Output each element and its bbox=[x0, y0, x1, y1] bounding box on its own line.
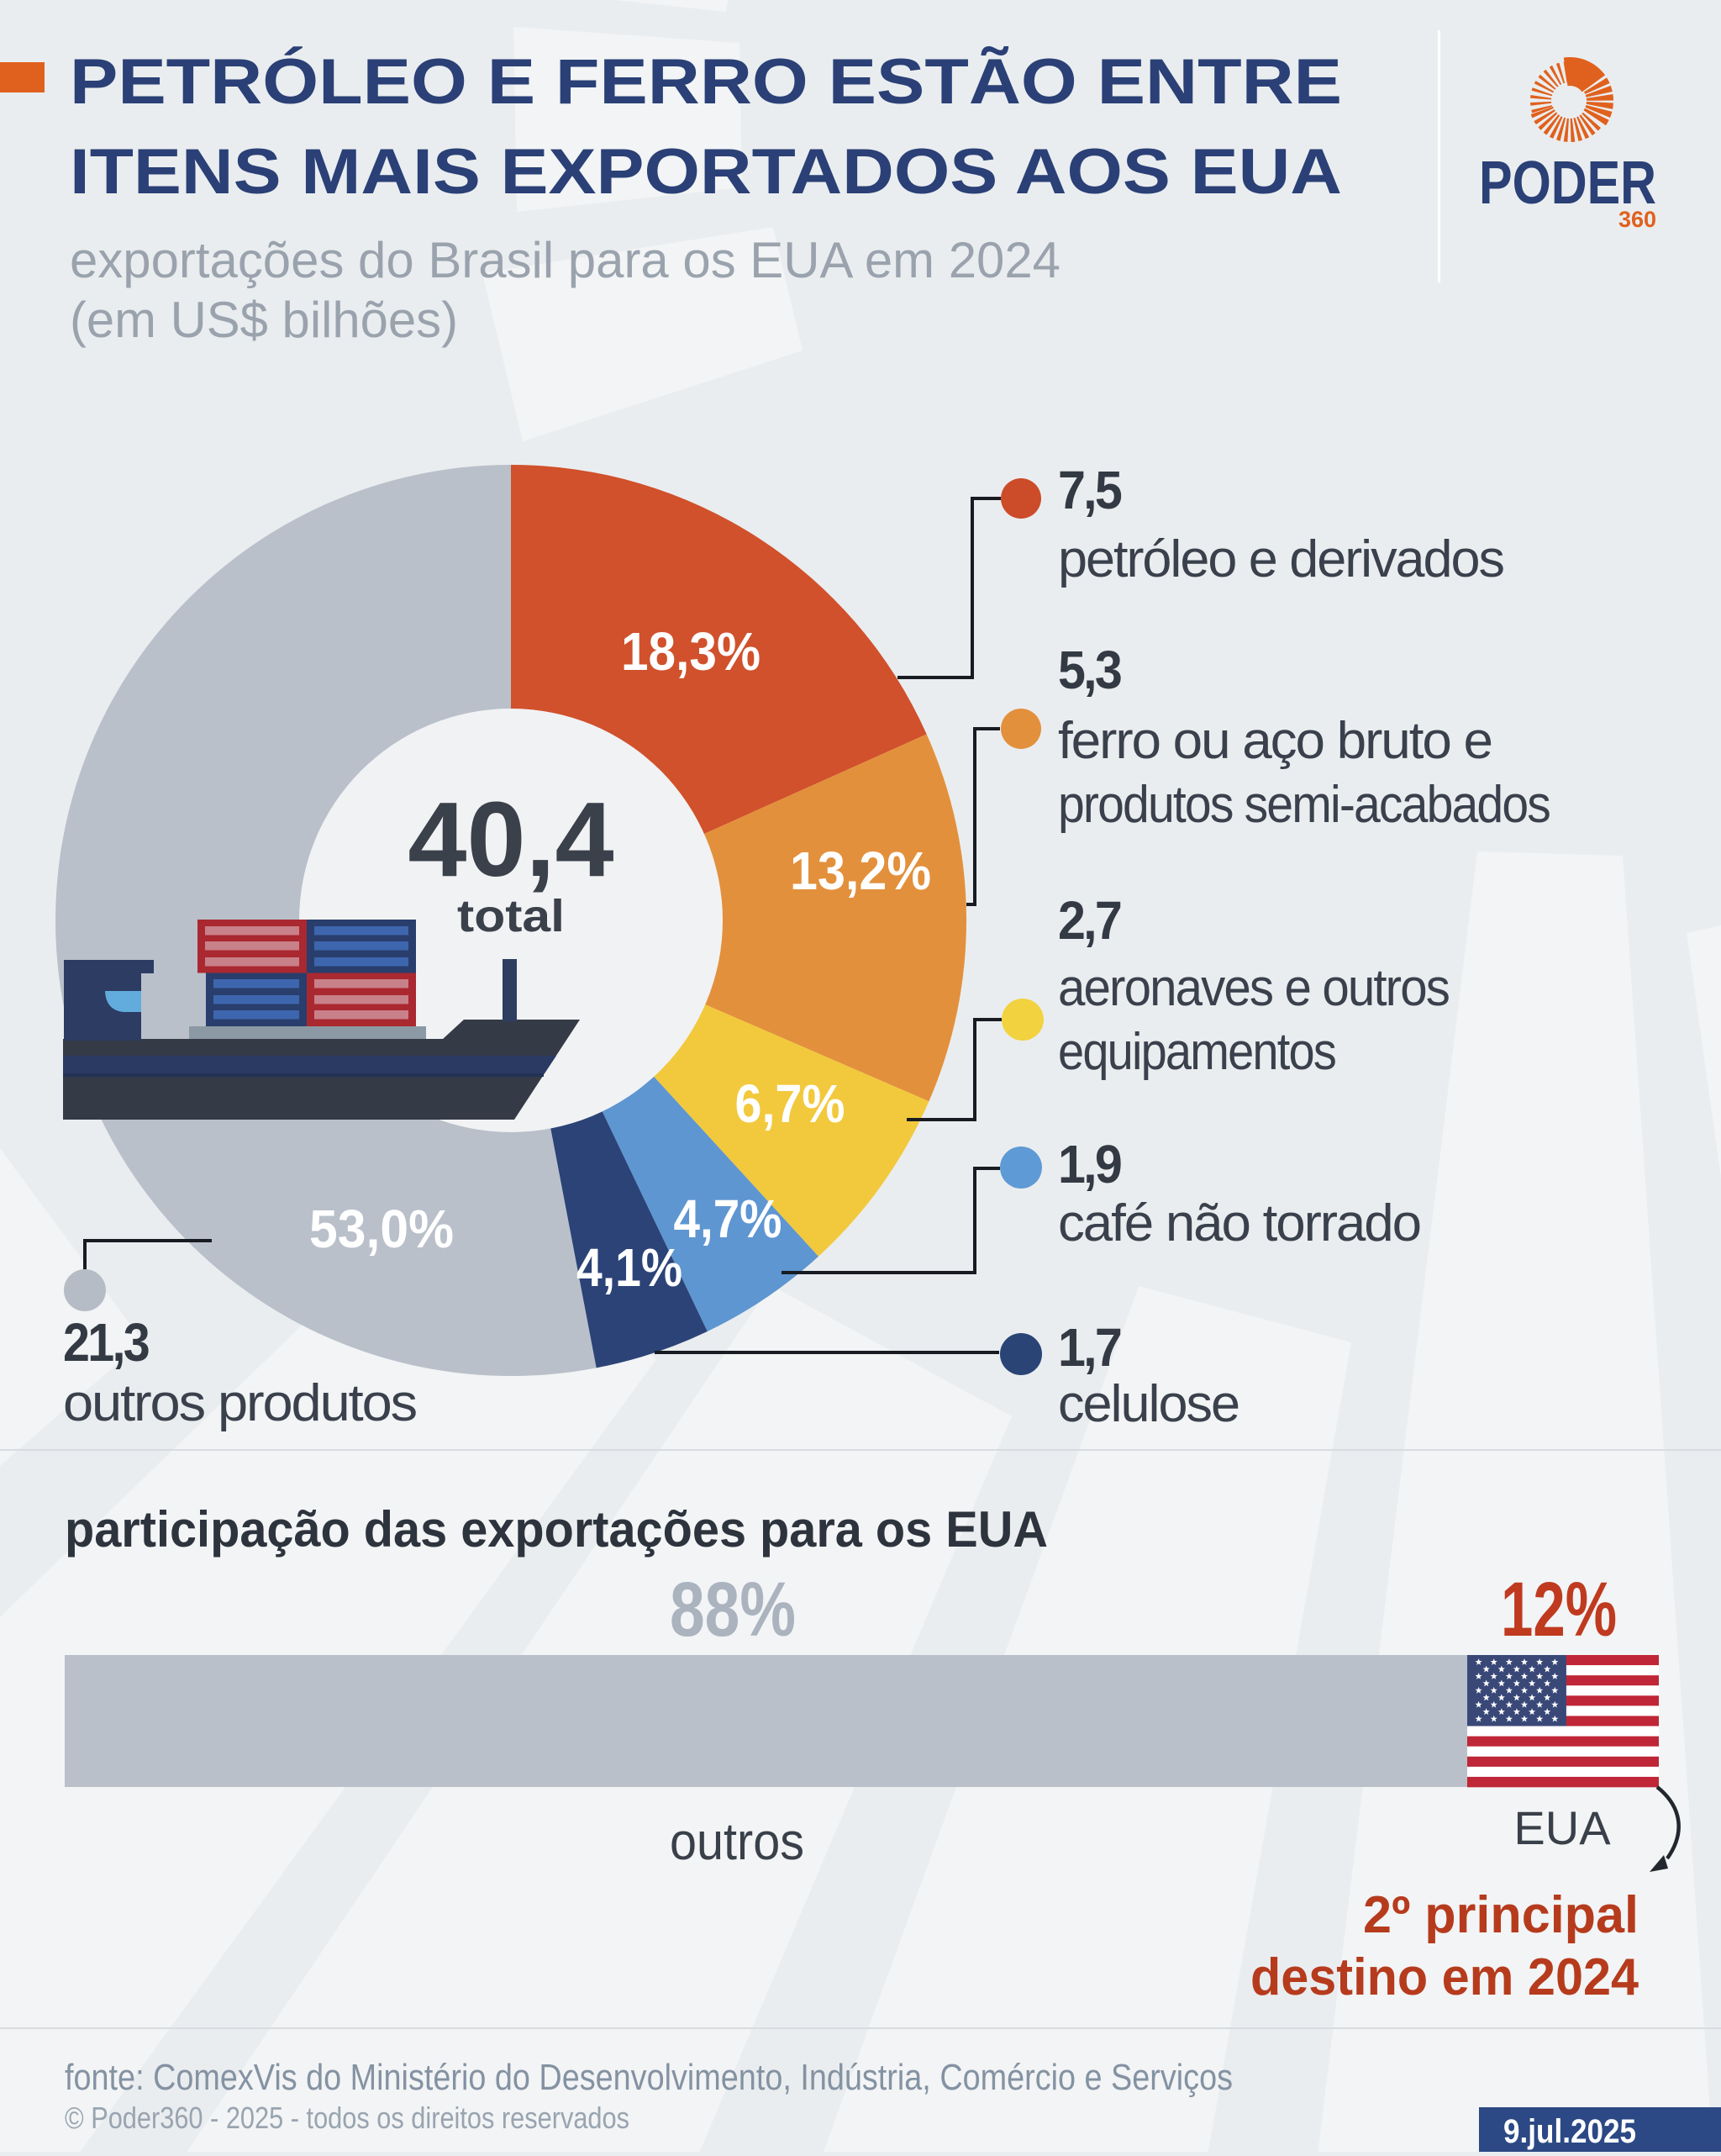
svg-text:café não torrado: café não torrado bbox=[1058, 1194, 1420, 1252]
svg-text:outros produtos: outros produtos bbox=[63, 1374, 416, 1432]
svg-text:9.jul.2025: 9.jul.2025 bbox=[1503, 2113, 1636, 2150]
svg-text:1,7: 1,7 bbox=[1058, 1317, 1120, 1378]
svg-text:4,1%: 4,1% bbox=[576, 1237, 682, 1298]
svg-text:total: total bbox=[457, 891, 565, 941]
svg-text:fonte: ComexVis do Ministério: fonte: ComexVis do Ministério do Desenvo… bbox=[65, 2057, 1233, 2098]
svg-text:12%: 12% bbox=[1501, 1567, 1617, 1653]
svg-text:celulose: celulose bbox=[1058, 1375, 1239, 1433]
svg-text:360: 360 bbox=[1618, 207, 1656, 232]
svg-text:1,9: 1,9 bbox=[1058, 1134, 1121, 1194]
svg-text:18,3%: 18,3% bbox=[621, 621, 761, 682]
svg-text:outros: outros bbox=[670, 1813, 804, 1871]
svg-text:13,2%: 13,2% bbox=[790, 841, 931, 901]
svg-text:participação das exportações p: participação das exportações para os EUA bbox=[65, 1501, 1048, 1558]
svg-text:EUA: EUA bbox=[1513, 1801, 1611, 1854]
svg-text:equipamentos: equipamentos bbox=[1058, 1023, 1335, 1081]
svg-text:petróleo e derivados: petróleo e derivados bbox=[1058, 530, 1503, 588]
svg-text:5,3: 5,3 bbox=[1058, 640, 1121, 700]
svg-text:2,7: 2,7 bbox=[1058, 890, 1120, 951]
svg-text:destino em 2024: destino em 2024 bbox=[1250, 1948, 1639, 2006]
svg-text:PETRÓLEO E FERRO ESTÃO ENTRE: PETRÓLEO E FERRO ESTÃO ENTRE bbox=[70, 46, 1342, 118]
svg-text:4,7%: 4,7% bbox=[674, 1189, 782, 1249]
svg-text:53,0%: 53,0% bbox=[309, 1199, 454, 1259]
svg-text:PODER: PODER bbox=[1479, 150, 1656, 217]
svg-text:6,7%: 6,7% bbox=[735, 1073, 845, 1134]
svg-text:21,3: 21,3 bbox=[63, 1312, 149, 1373]
svg-text:40,4: 40,4 bbox=[408, 780, 613, 899]
svg-text:produtos semi-acabados: produtos semi-acabados bbox=[1058, 776, 1550, 834]
svg-text:(em US$ bilhões): (em US$ bilhões) bbox=[70, 292, 458, 348]
svg-text:aeronaves e outros: aeronaves e outros bbox=[1058, 959, 1449, 1017]
svg-text:7,5: 7,5 bbox=[1058, 460, 1121, 520]
svg-text:88%: 88% bbox=[670, 1567, 796, 1653]
svg-text:ferro ou aço bruto e: ferro ou aço bruto e bbox=[1058, 712, 1492, 770]
svg-text:© Poder360 - 2025 - todos os d: © Poder360 - 2025 - todos os direitos re… bbox=[65, 2101, 629, 2135]
svg-text:ITENS MAIS EXPORTADOS AOS EUA: ITENS MAIS EXPORTADOS AOS EUA bbox=[70, 136, 1342, 208]
svg-text:2º principal: 2º principal bbox=[1363, 1886, 1639, 1944]
svg-text:exportações do Brasil para os: exportações do Brasil para os EUA em 202… bbox=[70, 232, 1060, 288]
